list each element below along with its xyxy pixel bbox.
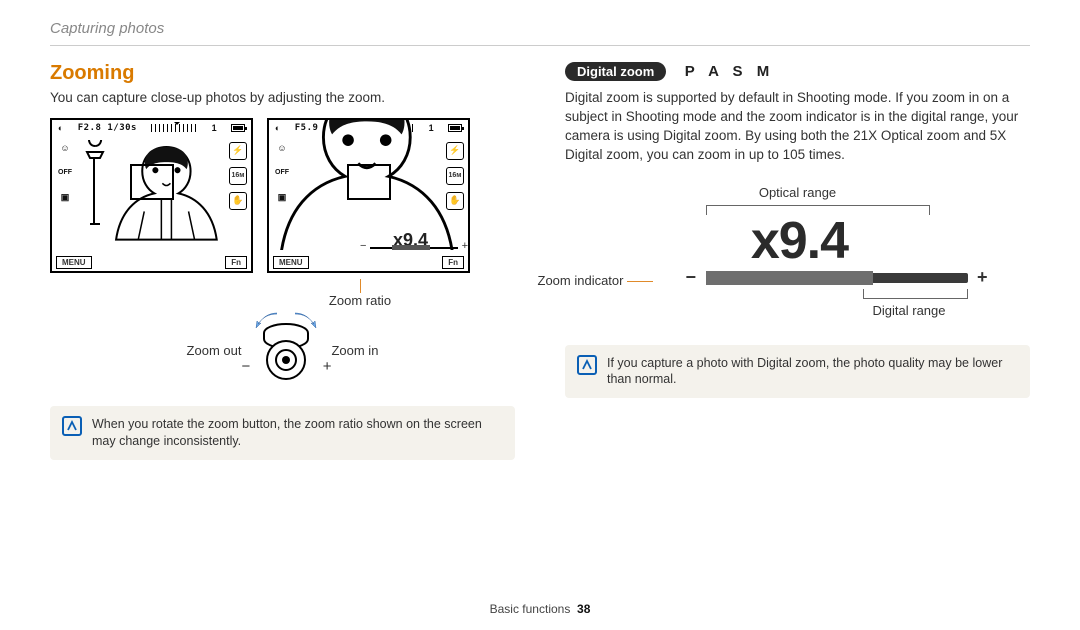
exposure-scale-icon	[151, 124, 197, 132]
mode-letters: P A S M	[685, 63, 774, 80]
off-icon: OFF	[56, 165, 74, 181]
zoom-out-label: Zoom out	[187, 343, 242, 358]
digital-zoom-body: Digital zoom is supported by default in …	[565, 89, 1030, 165]
minus-icon: −	[686, 267, 697, 288]
stabilize-icon: ✋	[229, 192, 247, 210]
zoom-range-diagram: Optical range x9.4 Zoom indicator − + Di…	[598, 185, 998, 315]
zoom-dial-diagram: Zoom out − + Zoom in	[50, 318, 515, 384]
menu-button[interactable]: MENU	[56, 256, 92, 269]
exposure-readout: F2.8 1/30s	[78, 123, 137, 133]
right-icon-strip: ⚡ 16м ✋	[229, 142, 247, 210]
right-column: Digital zoom P A S M Digital zoom is sup…	[565, 62, 1030, 460]
flash-icon: ⚡	[229, 142, 247, 160]
subheading-row: Digital zoom P A S M	[565, 62, 1030, 81]
zoom-dial-icon: − +	[253, 318, 319, 384]
fn-button[interactable]: Fn	[442, 256, 464, 269]
digital-zoom-pill: Digital zoom	[565, 62, 666, 81]
zoom-value-large: x9.4	[751, 211, 848, 271]
note-box: If you capture a photo with Digital zoom…	[565, 345, 1030, 399]
focus-box-icon	[130, 164, 174, 200]
size-icon: 16м	[229, 167, 247, 185]
breadcrumb: Capturing photos	[50, 20, 1030, 37]
note-icon	[577, 355, 597, 375]
page-footer: Basic functions 38	[0, 602, 1080, 616]
left-icon-strip: ☺ OFF ▣	[56, 140, 74, 206]
note-text: If you capture a photo with Digital zoom…	[607, 355, 1018, 389]
left-column: Zooming You can capture close-up photos …	[50, 62, 515, 460]
zoom-ratio-callout: Zoom ratio	[260, 279, 460, 308]
minus-label: −	[241, 358, 250, 375]
zoom-in-label: Zoom in	[331, 343, 378, 358]
note-box: When you rotate the zoom button, the zoo…	[50, 406, 515, 460]
note-icon	[62, 416, 82, 436]
optical-range-label: Optical range	[759, 185, 836, 200]
zoom-indicator-label: Zoom indicator	[538, 273, 654, 288]
focus-box-icon	[347, 164, 391, 200]
camera-screenshot-wide: ◐ F2.8 1/30s 1 ☺ OFF ▣ ⚡ 16м ✋	[50, 118, 253, 273]
plus-icon: +	[977, 267, 988, 288]
streetlamp-illustration	[82, 140, 108, 235]
screenshot-pair: ◐ F2.8 1/30s 1 ☺ OFF ▣ ⚡ 16м ✋	[50, 118, 515, 273]
menu-button[interactable]: MENU	[273, 256, 309, 269]
face-detect-icon: ☺	[56, 140, 74, 156]
arrow-right-icon	[293, 312, 317, 330]
zoom-track: − +	[706, 273, 968, 283]
divider	[50, 45, 1030, 46]
mode-icon: ◐	[58, 123, 63, 133]
note-text: When you rotate the zoom button, the zoo…	[92, 416, 503, 450]
fn-button[interactable]: Fn	[225, 256, 247, 269]
plus-label: +	[323, 358, 332, 375]
shots-remaining: 1	[212, 123, 217, 133]
section-heading: Zooming	[50, 62, 515, 85]
digital-range-label: Digital range	[873, 303, 946, 318]
camera-screenshot-zoomed: ◐ F5.9 1/30s 1 ☺ OFF ▣ ⚡ 16м ✋	[267, 118, 470, 273]
digital-bracket	[863, 289, 968, 299]
frame-icon: ▣	[56, 190, 74, 206]
battery-icon	[231, 124, 245, 132]
intro-text: You can capture close-up photos by adjus…	[50, 89, 515, 108]
arrow-left-icon	[255, 312, 279, 330]
zoom-bar	[370, 244, 458, 251]
